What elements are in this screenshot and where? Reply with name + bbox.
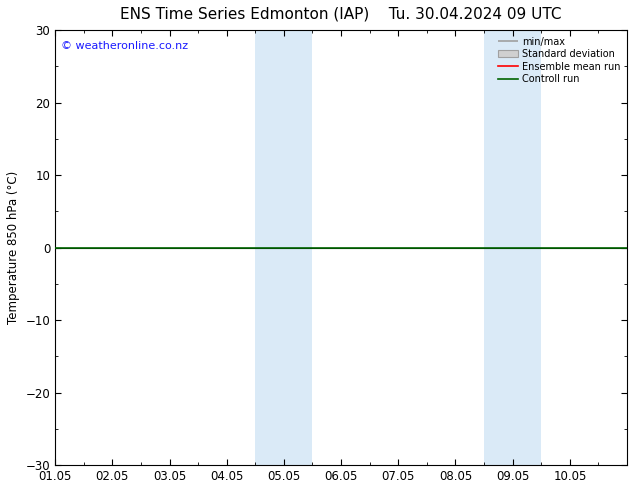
Bar [256, 30, 313, 465]
Title: ENS Time Series Edmonton (IAP)    Tu. 30.04.2024 09 UTC: ENS Time Series Edmonton (IAP) Tu. 30.04… [120, 7, 562, 22]
Legend: min/max, Standard deviation, Ensemble mean run, Controll run: min/max, Standard deviation, Ensemble me… [496, 35, 622, 86]
Y-axis label: Temperature 850 hPa (°C): Temperature 850 hPa (°C) [7, 171, 20, 324]
Bar [484, 30, 541, 465]
Text: © weatheronline.co.nz: © weatheronline.co.nz [61, 41, 188, 51]
